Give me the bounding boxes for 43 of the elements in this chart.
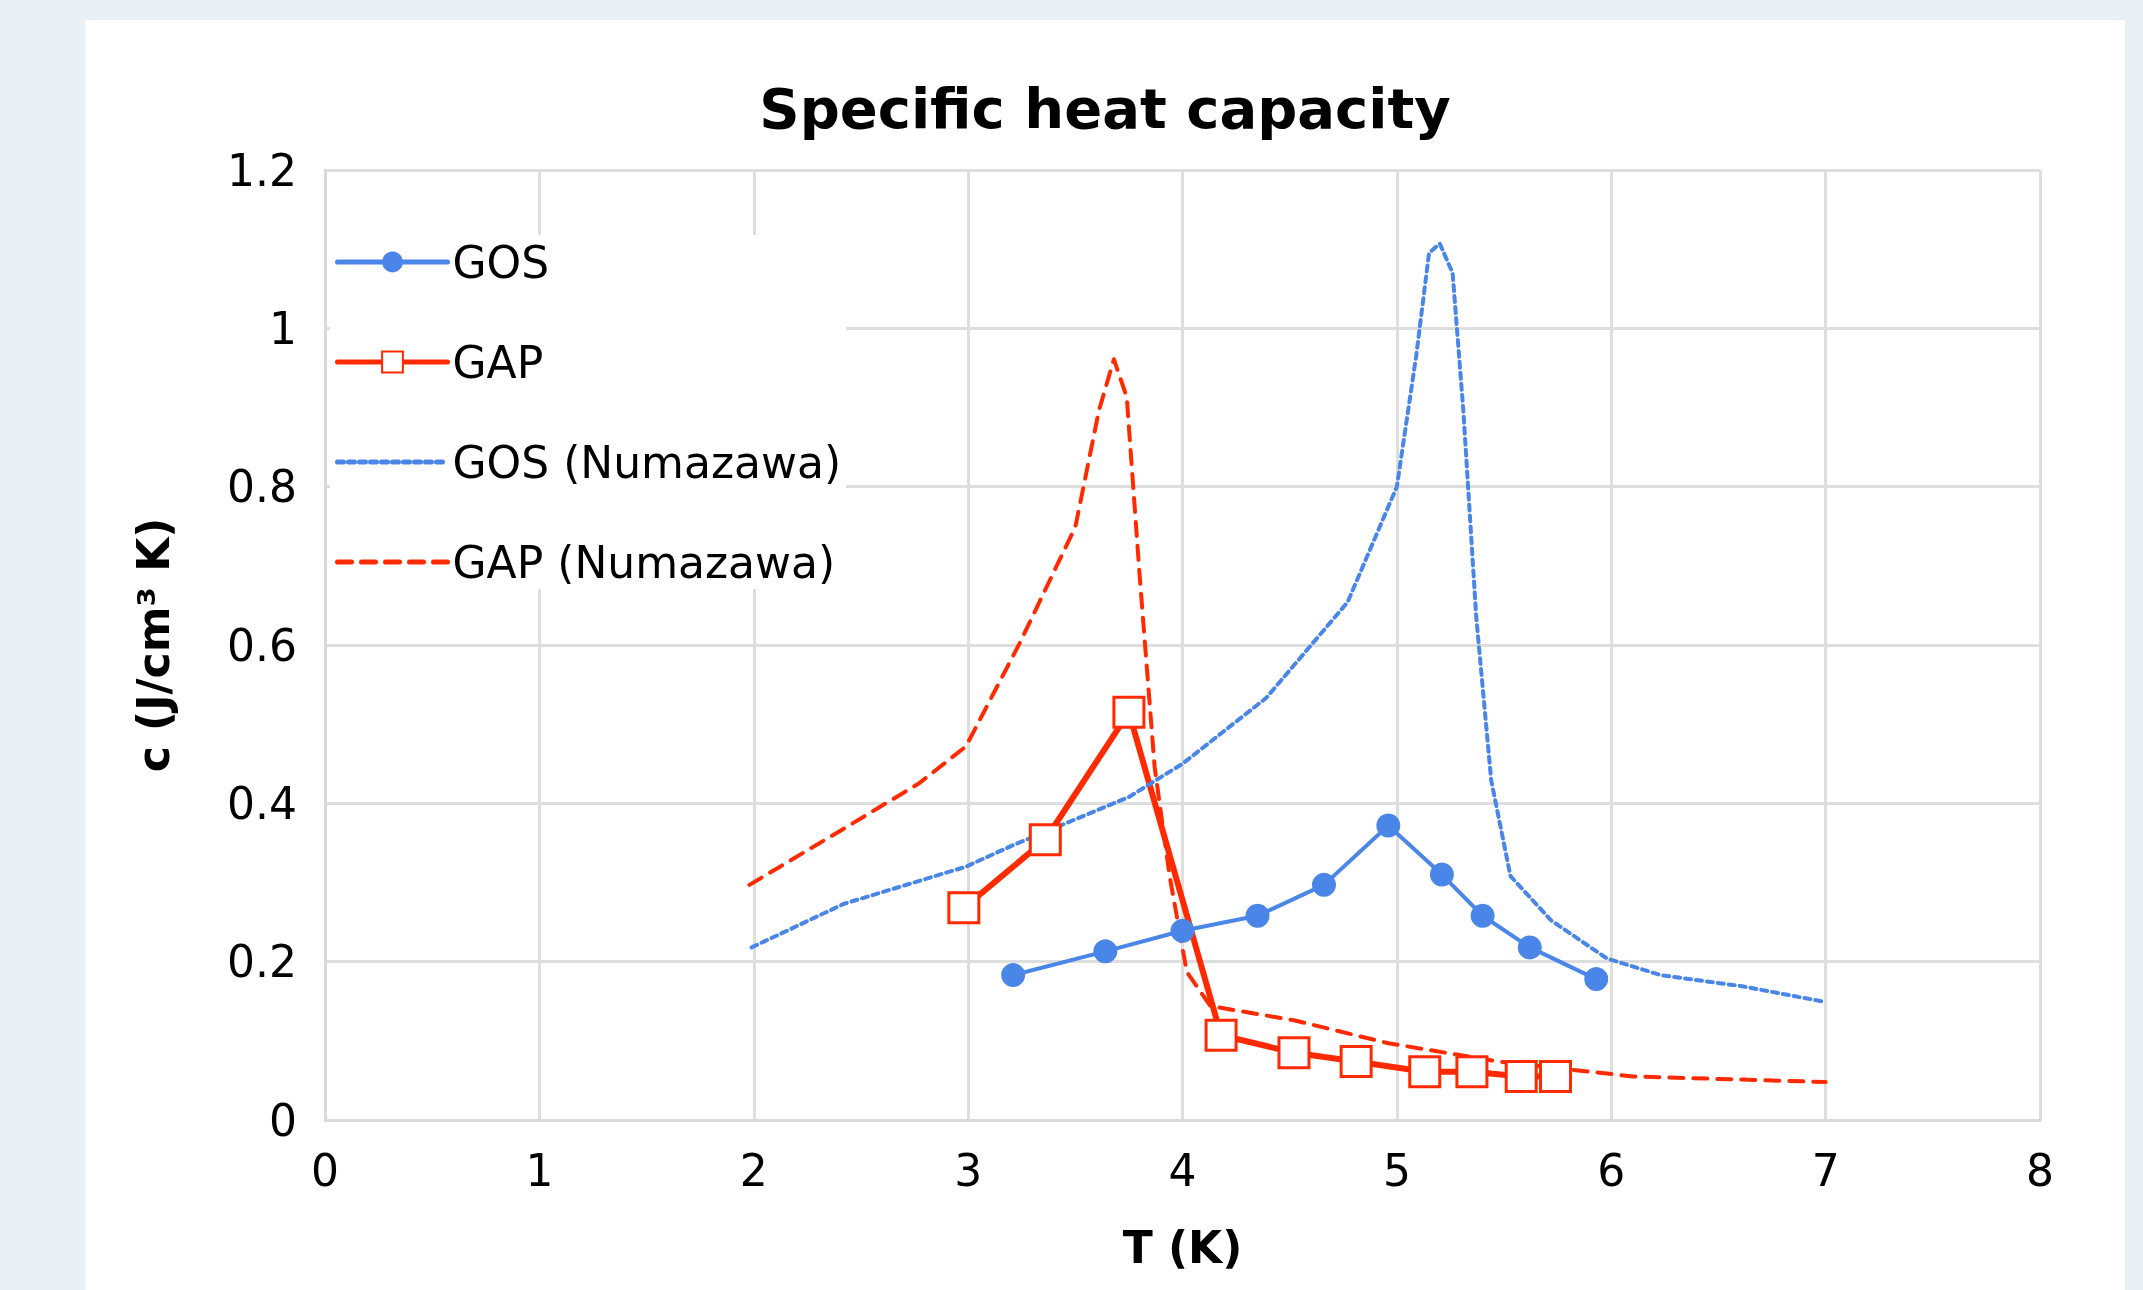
y-tick-label: 1.2 bbox=[227, 144, 297, 196]
point bbox=[1408, 1055, 1442, 1089]
legend-label: GAP bbox=[452, 336, 544, 388]
legend-label: GAP (Numazawa) bbox=[452, 536, 836, 588]
point bbox=[1277, 1036, 1311, 1070]
point bbox=[1517, 935, 1542, 960]
y-tick-label: 0.2 bbox=[227, 936, 297, 988]
point bbox=[1376, 813, 1401, 838]
y-tick-label: 0.6 bbox=[227, 619, 297, 671]
x-tick-label: 6 bbox=[1597, 1144, 1626, 1196]
legend-label: GOS bbox=[452, 236, 550, 288]
point bbox=[1245, 903, 1270, 928]
x-tick-label: 2 bbox=[739, 1144, 768, 1196]
y-tick-label: 0.4 bbox=[227, 777, 297, 829]
point bbox=[1093, 939, 1118, 964]
point bbox=[1339, 1044, 1373, 1078]
x-tick-label: 4 bbox=[1168, 1144, 1197, 1196]
x-tick-label: 0 bbox=[311, 1144, 339, 1196]
point bbox=[1112, 695, 1146, 729]
point bbox=[1170, 918, 1195, 943]
point bbox=[1204, 1018, 1238, 1052]
chart-title: Specific heat capacity bbox=[759, 75, 1451, 141]
legend-label: GOS (Numazawa) bbox=[452, 436, 842, 488]
point bbox=[1504, 1059, 1538, 1093]
point bbox=[947, 891, 981, 925]
point bbox=[1429, 862, 1454, 887]
y-tick-label: 1 bbox=[269, 302, 297, 354]
x-axis-title: T (K) bbox=[1122, 1221, 1243, 1273]
point bbox=[1539, 1059, 1573, 1093]
x-tick-label: 5 bbox=[1382, 1144, 1411, 1196]
point bbox=[1455, 1055, 1489, 1089]
y-axis-title: c (J/cm³ K) bbox=[127, 517, 179, 773]
point bbox=[1001, 963, 1026, 988]
x-tick-label: 3 bbox=[954, 1144, 983, 1196]
point bbox=[1584, 967, 1609, 992]
y-tick-label: 0.8 bbox=[227, 461, 297, 513]
y-tick-label: 0 bbox=[269, 1094, 297, 1146]
point bbox=[1312, 872, 1336, 897]
point bbox=[1470, 903, 1495, 928]
x-tick-label: 8 bbox=[2026, 1144, 2054, 1196]
x-tick-label: 7 bbox=[1811, 1144, 1840, 1196]
x-tick-label: 1 bbox=[525, 1144, 554, 1196]
point bbox=[1028, 823, 1062, 857]
